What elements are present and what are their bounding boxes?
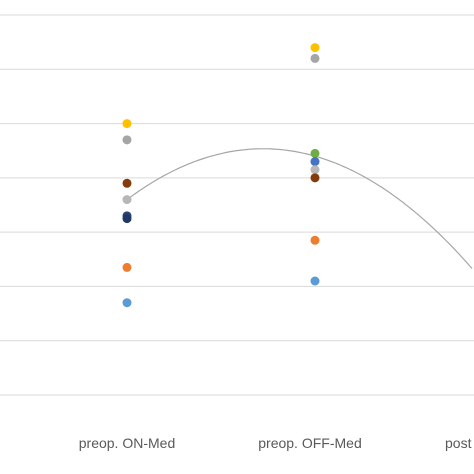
data-point — [310, 148, 320, 158]
x-tick-label-post: post — [445, 435, 472, 451]
trendline — [126, 148, 473, 269]
data-point — [310, 53, 320, 63]
data-points — [122, 43, 320, 308]
x-axis-labels: preop. ON-Med preop. OFF-Med post — [79, 435, 472, 451]
data-point — [310, 165, 320, 175]
gridlines — [0, 14, 474, 396]
data-point — [310, 235, 320, 245]
data-point — [122, 195, 132, 205]
x-tick-label-preop-on-med: preop. ON-Med — [79, 435, 175, 451]
data-point — [310, 173, 320, 183]
data-point — [122, 262, 132, 272]
data-point — [122, 298, 132, 308]
data-point — [310, 43, 320, 53]
data-point — [310, 157, 320, 167]
data-point — [122, 119, 132, 129]
data-point — [122, 178, 132, 188]
x-tick-label-preop-off-med: preop. OFF-Med — [258, 435, 361, 451]
data-point — [310, 276, 320, 286]
data-point — [122, 214, 132, 224]
data-point — [122, 135, 132, 145]
